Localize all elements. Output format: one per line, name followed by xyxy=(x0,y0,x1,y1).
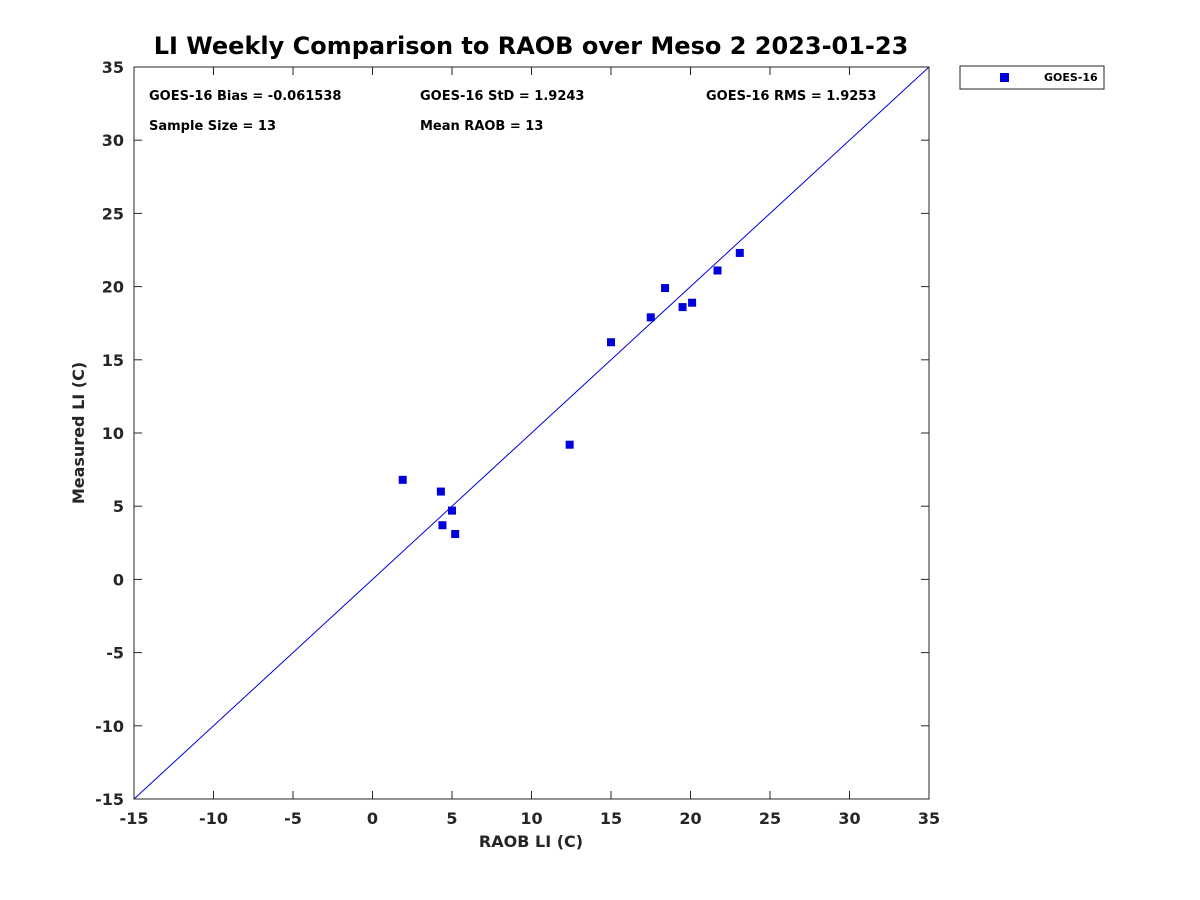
data-point xyxy=(607,338,615,347)
x-tick-label: 25 xyxy=(759,809,781,828)
x-tick-label: -10 xyxy=(199,809,228,828)
bias-annotation: GOES-16 Bias = -0.061538 xyxy=(149,89,341,104)
y-tick-label: 15 xyxy=(102,351,124,370)
legend: GOES-16 xyxy=(959,65,1105,90)
y-tick-label: 10 xyxy=(102,424,124,443)
x-axis: -15 -10 -5 0 5 10 15 20 25 30 35 xyxy=(120,67,940,828)
x-tick-label: -5 xyxy=(284,809,302,828)
x-tick-label: 35 xyxy=(918,809,940,828)
y-tick-label: 30 xyxy=(102,131,124,150)
y-tick-label: 0 xyxy=(113,570,124,589)
data-point xyxy=(438,521,447,530)
data-point xyxy=(448,506,456,515)
plot-area: -15 -10 -5 0 5 10 15 20 25 30 35 -15 -10 -5 0 5 10 15 20 2… xyxy=(95,58,940,828)
x-tick-label: 30 xyxy=(838,809,860,828)
data-point xyxy=(398,475,407,484)
data-point xyxy=(688,298,697,307)
data-point xyxy=(713,266,722,275)
x-tick-label: 20 xyxy=(679,809,701,828)
x-axis-label: RAOB LI (C) xyxy=(479,832,583,851)
y-tick-label: 25 xyxy=(102,204,124,223)
chart-title: LI Weekly Comparison to RAOB over Meso 2… xyxy=(154,32,909,60)
reference-line xyxy=(133,66,930,800)
data-point xyxy=(436,487,445,496)
y-axis: -15 -10 -5 0 5 10 15 20 25 30 35 xyxy=(95,58,929,809)
legend-marker-goes-16 xyxy=(1000,73,1009,82)
data-point xyxy=(646,313,655,322)
x-tick-label: -15 xyxy=(120,809,149,828)
y-tick-label: -10 xyxy=(95,717,124,736)
x-tick-label: 5 xyxy=(446,809,457,828)
y-tick-label: 20 xyxy=(102,278,124,297)
y-tick-label: 5 xyxy=(113,497,124,516)
x-tick-label: 0 xyxy=(367,809,378,828)
data-point xyxy=(565,440,574,449)
x-tick-label: 15 xyxy=(600,809,622,828)
mean-raob-annotation: Mean RAOB = 13 xyxy=(420,119,543,134)
sample-size-annotation: Sample Size = 13 xyxy=(149,119,276,134)
rms-annotation: GOES-16 RMS = 1.9253 xyxy=(706,89,876,104)
data-points xyxy=(398,248,744,539)
legend-box xyxy=(959,65,1105,90)
y-tick-label: -5 xyxy=(106,644,124,663)
y-tick-label: -15 xyxy=(95,790,124,809)
legend-label-goes-16: GOES-16 xyxy=(1044,71,1098,84)
y-axis-label: Measured LI (C) xyxy=(69,362,88,504)
y-tick-label: 35 xyxy=(102,58,124,77)
x-tick-label: 10 xyxy=(520,809,542,828)
data-point xyxy=(678,303,687,312)
std-annotation: GOES-16 StD = 1.9243 xyxy=(420,89,584,104)
data-point xyxy=(735,248,744,257)
data-point xyxy=(451,530,460,539)
data-point xyxy=(661,284,670,293)
